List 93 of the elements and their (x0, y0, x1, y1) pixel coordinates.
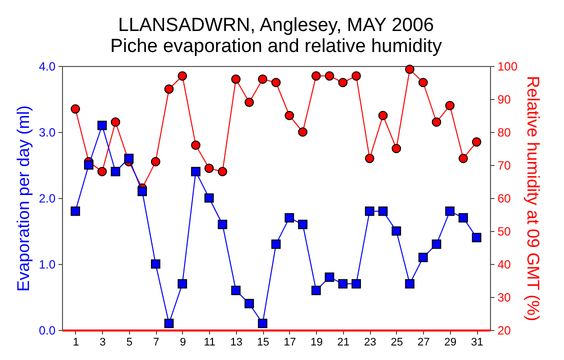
point (271, 240, 281, 249)
y-tick-label: 2.0 (38, 192, 56, 206)
point (445, 206, 455, 216)
y2-tick-label: 80 (498, 126, 512, 140)
x-tick-label: 3 (100, 336, 106, 348)
y2-tick-label: 90 (498, 92, 512, 106)
point (150, 157, 160, 166)
point (218, 166, 228, 176)
x-tick-label: 31 (471, 336, 484, 348)
y2-tick-label: 40 (498, 258, 512, 272)
point (97, 120, 107, 130)
x-tick-label: 11 (204, 336, 216, 348)
point (110, 117, 120, 127)
x-tick-label: 13 (230, 336, 242, 348)
x-tick-label: 19 (310, 336, 323, 348)
x-tick-label: 1 (72, 336, 79, 348)
point (418, 252, 428, 262)
point (204, 164, 214, 173)
point (472, 232, 482, 242)
y-tick-label: 0.0 (38, 324, 56, 338)
point (284, 213, 294, 222)
point (244, 98, 254, 107)
x-tick-label: 29 (444, 336, 456, 348)
chart-subtitle: Piche evaporation and relative humidity (110, 36, 442, 57)
point (392, 226, 402, 236)
point (311, 71, 321, 81)
point (324, 272, 334, 282)
y2-tick-label: 60 (498, 192, 512, 206)
point (338, 78, 348, 88)
y-axis-title: Evaporation per day (ml) (14, 105, 33, 292)
point (231, 74, 241, 84)
point (458, 213, 468, 222)
point (378, 110, 388, 120)
y2-tick-label: 30 (498, 290, 512, 304)
point (164, 84, 174, 94)
point (150, 259, 160, 269)
point (110, 166, 120, 176)
point (458, 154, 468, 164)
point (364, 154, 374, 164)
point (178, 71, 188, 81)
point (324, 71, 334, 81)
x-tick-label: 21 (337, 336, 350, 348)
x-tick-label: 9 (180, 336, 186, 348)
point (70, 206, 80, 216)
point (204, 193, 214, 203)
chart-title: LLANSADWRN, Anglesey, MAY 2006 (118, 15, 434, 36)
point (258, 318, 268, 328)
point (432, 117, 442, 127)
point (338, 279, 348, 288)
point (378, 206, 388, 216)
x-tick-label: 17 (284, 336, 296, 348)
y2-axis-title: Relative humidity at 09 GMT (%) (524, 76, 543, 322)
point (178, 279, 188, 288)
point (405, 279, 414, 288)
x-tick-label: 27 (418, 336, 430, 348)
point (445, 100, 455, 110)
x-tick-label: 5 (126, 336, 132, 348)
point (311, 286, 321, 296)
point (352, 71, 361, 81)
point (191, 166, 200, 176)
y-tick-label: 3.0 (38, 126, 56, 140)
point (164, 318, 174, 328)
point (231, 286, 241, 296)
x-tick-label: 23 (364, 336, 376, 348)
y2-tick-label: 20 (498, 324, 512, 338)
y2-tick-label: 100 (498, 60, 518, 74)
point (298, 127, 308, 137)
point (191, 140, 200, 150)
point (352, 279, 361, 288)
point (258, 74, 268, 84)
point (97, 166, 107, 176)
point (405, 64, 414, 74)
x-tick-label: 15 (257, 336, 270, 348)
point (418, 78, 428, 88)
point (392, 144, 402, 154)
point (124, 154, 134, 164)
x-tick-label: 25 (390, 336, 403, 348)
point (271, 78, 281, 88)
point (364, 206, 374, 216)
point (138, 186, 147, 196)
y2-tick-label: 50 (498, 224, 512, 238)
point (84, 160, 94, 170)
y2-tick-label: 70 (498, 158, 512, 172)
y-tick-label: 4.0 (38, 60, 56, 74)
point (218, 220, 228, 230)
point (472, 137, 482, 147)
point (70, 104, 80, 114)
point (432, 240, 442, 249)
point (298, 220, 308, 230)
point (284, 110, 294, 120)
y-tick-label: 1.0 (38, 258, 56, 272)
x-tick-label: 7 (153, 336, 160, 348)
point (244, 298, 254, 308)
